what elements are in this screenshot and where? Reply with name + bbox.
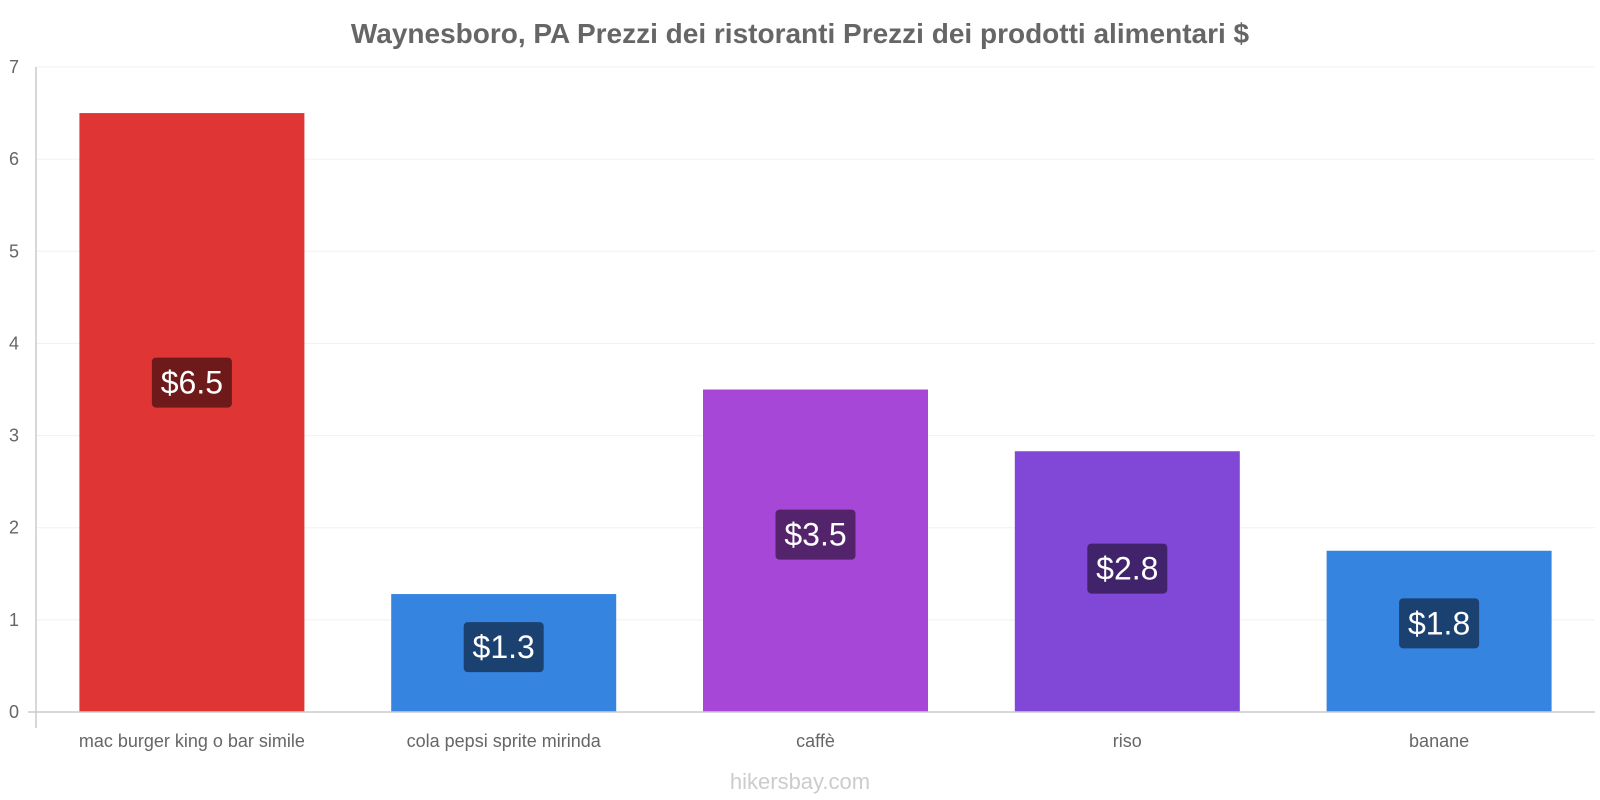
data-label-box: [151, 357, 232, 408]
x-tick-label: mac burger king o bar simile: [79, 731, 305, 751]
data-label: $1.8: [1408, 605, 1470, 641]
x-tick-label: cola pepsi sprite mirinda: [407, 731, 602, 751]
data-label-box: [1399, 598, 1480, 649]
data-label-box: [1087, 543, 1168, 594]
chart-title: Waynesboro, PA Prezzi dei ristoranti Pre…: [351, 18, 1250, 49]
watermark: hikersbay.com: [730, 769, 870, 794]
y-tick-label: 1: [9, 610, 19, 630]
data-label-box: [775, 509, 856, 560]
x-tick-label: caffè: [796, 731, 835, 751]
y-tick-label: 0: [9, 702, 19, 722]
data-label: $3.5: [784, 517, 846, 553]
bars: $6.5 $1.3 $3.5 $2.8 $1.8: [79, 113, 1552, 713]
y-tick-label: 6: [9, 149, 19, 169]
x-tick-label: banane: [1409, 731, 1469, 751]
data-label-box: [463, 622, 544, 673]
y-axis: 0 1 2 3 4 5 6 7: [9, 57, 37, 728]
x-axis: mac burger king o bar simile cola pepsi s…: [28, 711, 1595, 751]
data-label: $6.5: [161, 365, 223, 401]
data-label: $2.8: [1096, 551, 1158, 587]
y-tick-label: 2: [9, 518, 19, 538]
y-tick-label: 5: [9, 241, 19, 261]
y-tick-label: 7: [9, 57, 19, 77]
data-label: $1.3: [473, 629, 535, 665]
x-tick-label: riso: [1113, 731, 1142, 751]
y-tick-label: 3: [9, 426, 19, 446]
bar: [79, 113, 305, 713]
y-tick-label: 4: [9, 333, 19, 353]
